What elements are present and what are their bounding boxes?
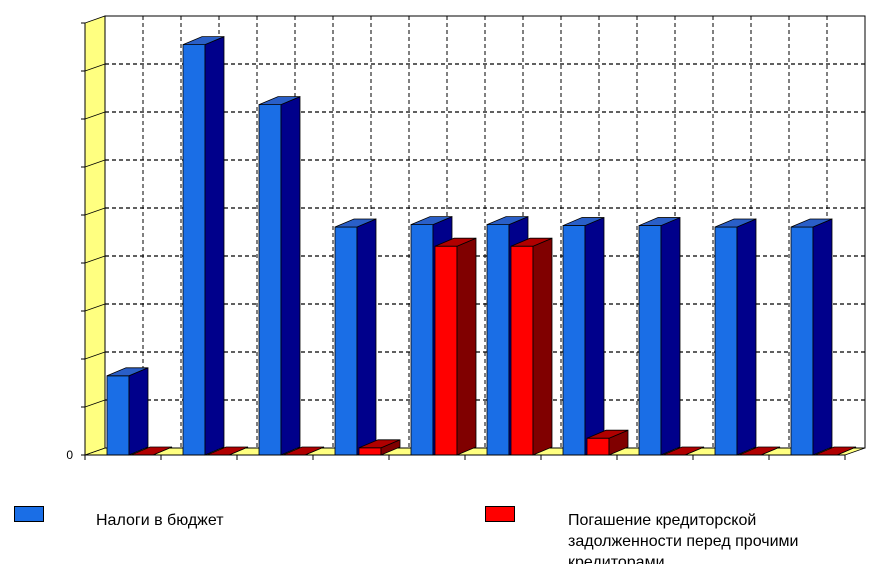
- bar-side-1-4: [456, 237, 477, 456]
- bar-0-1: [182, 44, 206, 456]
- bar-top-0-0: [106, 367, 149, 377]
- bar-top-0-3: [334, 218, 377, 228]
- bar-top-0-9: [790, 218, 833, 228]
- bar-1-6: [586, 437, 610, 456]
- gridline-side: [84, 111, 106, 120]
- gridline-side: [84, 303, 106, 312]
- bar-top-0-7: [638, 217, 681, 226]
- bar-side-0-6: [584, 216, 605, 456]
- bar-top-1-3: [358, 439, 401, 449]
- bar-0-6: [562, 225, 586, 456]
- bar-0-4: [410, 224, 434, 456]
- axes: 0: [66, 22, 846, 462]
- bar-1-4: [434, 245, 458, 456]
- bar-side-0-1: [204, 35, 225, 456]
- gridline-side: [84, 351, 106, 360]
- bars: [106, 35, 857, 456]
- y-tick-label: 0: [66, 448, 73, 462]
- bar-side-0-2: [280, 95, 301, 456]
- bar-top-0-6: [562, 217, 605, 226]
- bar-top-1-6: [586, 429, 629, 439]
- gridline-side: [84, 207, 106, 216]
- bar-top-0-4: [410, 216, 453, 226]
- chart-left-wall: [84, 15, 106, 456]
- bar-top-0-1: [182, 36, 225, 45]
- bar-0-0: [106, 375, 130, 456]
- bar-top-0-8: [714, 218, 757, 228]
- gridline-side: [84, 255, 106, 264]
- bar-side-0-8: [736, 218, 757, 456]
- bar-top-0-2: [258, 96, 301, 105]
- legend-swatch-creditors: [485, 506, 515, 522]
- bar-side-0-7: [660, 216, 681, 456]
- gridline-side: [84, 399, 106, 408]
- bar-0-8: [714, 226, 738, 456]
- bar-top-1-4: [434, 237, 477, 247]
- bar-side-0-9: [812, 218, 833, 456]
- bar-1-3: [358, 447, 382, 456]
- gridline-side: [84, 63, 106, 72]
- legend-swatch-taxes: [14, 506, 44, 522]
- bar-0-5: [486, 224, 510, 456]
- gridline-side: [84, 159, 106, 168]
- bar-1-5: [510, 245, 534, 456]
- bar-0-7: [638, 225, 662, 456]
- bar-0-9: [790, 226, 814, 456]
- bar-0-3: [334, 226, 358, 456]
- bar-top-1-5: [510, 237, 553, 247]
- bar-top-0-5: [486, 216, 529, 226]
- bar-chart: 0: [66, 15, 866, 462]
- legend-label-creditors: Погашение кредиторской задолженности пер…: [568, 512, 799, 564]
- bar-side-0-0: [128, 367, 149, 456]
- bar-side-1-5: [532, 237, 553, 456]
- legend-label-taxes: Налоги в бюджет: [96, 512, 224, 529]
- bar-side-0-3: [356, 218, 377, 456]
- bar-0-2: [258, 104, 282, 456]
